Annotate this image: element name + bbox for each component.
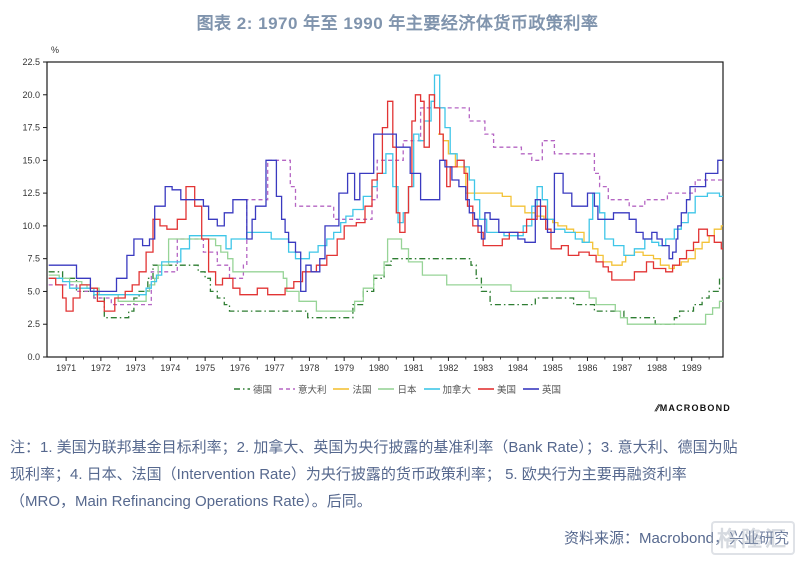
note-line-2: 现利率；4. 日本、法国（Intervention Rate）为央行披露的货币政… [10,466,687,483]
legend-label: 美国 [497,385,517,396]
legend-label: 德国 [252,385,272,396]
legend-marker-icon [233,388,250,390]
legend-marker-icon [278,388,295,390]
chart-panel: % 0.0 2.5 5.0 7.5 10.0 12.5 15.0 17.5 20.0 22.5 197… [0,36,795,414]
legend-item-德国: 德国 [233,382,272,396]
legend-marker-icon [423,388,440,390]
gelonghui-watermark: 格隆汇 [711,521,795,555]
x-axis-tick-label: 1989 [682,363,702,373]
y-axis-tick-label: 10.0 [22,221,40,231]
x-axis-tick-label: 1983 [473,363,493,373]
legend-item-法国: 法国 [333,382,371,396]
x-axis-tick-label: 1974 [160,363,180,373]
x-axis-tick-label: 1973 [126,363,146,373]
legend-item-意大利: 意大利 [278,382,327,396]
legend-label: 加拿大 [442,385,472,396]
page: 图表 2: 1970 年至 1990 年主要经济体货币政策利率 % 0.0 2.5 5… [0,14,795,555]
series-line-德国 [48,258,723,325]
legend-marker-icon [478,388,495,390]
chart-legend: 德国 意大利 法国 日本 加拿大 美国 英国 [0,382,795,396]
policy-rate-chart: % 0.0 2.5 5.0 7.5 10.0 12.5 15.0 17.5 20.0 22.5 197… [22,45,724,373]
source-row: 资料来源：Macrobond，兴业研究 格隆汇 [0,521,795,555]
legend-item-英国: 英国 [523,382,561,396]
source-text: 资料来源：Macrobond，兴业研究 [563,530,789,547]
series-line-日本 [48,238,723,325]
y-axis-tick-label: 12.5 [22,188,40,198]
macrobond-name: MACROBOND [659,403,731,413]
y-axis-tick-label: 20.0 [22,90,40,100]
x-axis-tick-label: 1972 [91,363,111,373]
macrobond-mark-icon: ⫽ [654,402,659,413]
chart-notes: 注：1. 美国为联邦基金目标利率；2. 加拿大、英国为央行披露的基准利率（Ban… [0,434,795,515]
note-line-3: （MRO，Main Refinancing Operations Rate）。后… [10,493,372,510]
plot-frame [46,61,724,358]
page-title: 图表 2: 1970 年至 1990 年主要经济体货币政策利率 [196,14,599,33]
legend-label: 英国 [542,385,562,396]
x-axis-tick-label: 1986 [577,363,597,373]
legend-label: 法国 [352,385,372,396]
legend-label: 日本 [397,385,417,396]
legend-label: 意大利 [297,385,327,396]
legend-marker-icon [378,388,395,390]
y-axis-tick-label: 2.5 [27,319,40,329]
x-axis-tick-label: 1979 [334,363,354,373]
x-axis-tick-label: 1980 [369,363,389,373]
x-axis-tick-label: 1982 [438,363,458,373]
y-axis-tick-label: 0.0 [27,352,40,362]
legend-item-美国: 美国 [478,382,516,396]
y-axis-tick-label: 7.5 [27,254,40,264]
note-line-1: 注：1. 美国为联邦基金目标利率；2. 加拿大、英国为央行披露的基准利率（Ban… [10,439,738,456]
x-axis-tick-label: 1987 [612,363,632,373]
x-axis-tick-label: 1971 [56,363,76,373]
legend-marker-icon [523,388,540,390]
x-axis-tick-label: 1976 [230,363,250,373]
y-axis-tick-label: 15.0 [22,155,40,165]
legend-marker-icon [333,388,350,390]
x-axis-tick-label: 1988 [647,363,667,373]
series-line-美国 [48,94,723,312]
y-axis-unit-label: % [51,45,59,55]
x-axis-tick-label: 1977 [265,363,285,373]
series-line-法国 [438,133,723,270]
x-axis-tick-label: 1985 [543,363,563,373]
x-axis-tick-label: 1975 [195,363,215,373]
legend-item-加拿大: 加拿大 [423,382,472,396]
y-axis-tick-label: 17.5 [22,123,40,133]
x-axis-tick-label: 1981 [404,363,424,373]
series-line-英国 [48,133,723,293]
x-axis-tick-label: 1984 [508,363,528,373]
series-line-意大利 [48,107,723,306]
y-axis-tick-label: 5.0 [27,286,40,296]
macrobond-logo: ⫽ MACROBOND [0,402,795,414]
y-axis-tick-label: 22.5 [22,57,40,67]
x-axis-tick-label: 1978 [299,363,319,373]
legend-item-日本: 日本 [378,382,417,396]
